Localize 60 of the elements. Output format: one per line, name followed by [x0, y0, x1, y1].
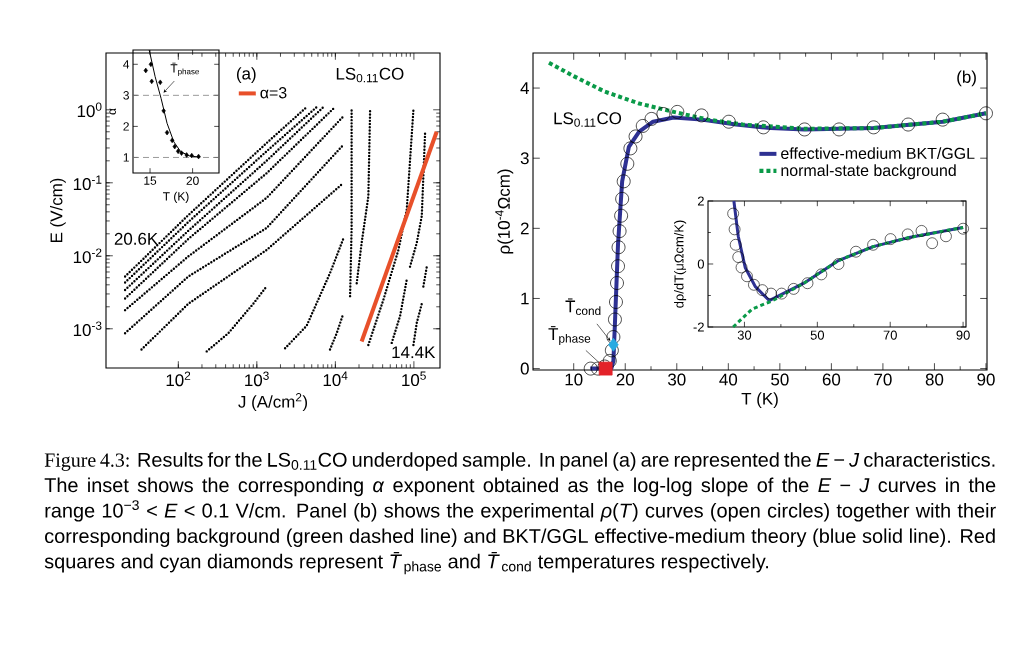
x-tick-label: 60 [822, 373, 841, 386]
y-tick-label: 0 [697, 259, 704, 269]
y-tick-label: 4 [123, 60, 130, 69]
x-tick-label: 10 [565, 373, 583, 386]
legend-label: α=3 [260, 87, 287, 99]
text: Results for the LS$_{0.11}$CO underdoped sample. In panel (a) are represented the E − J characteristics. [138, 452, 995, 471]
annotation: LS$_{0.11}$CO [554, 112, 622, 127]
annotation: T̄$_{phase}$ [170, 62, 199, 76]
x-tick-label: 50 [810, 330, 825, 340]
caption: Figure 4.3: [44, 453, 129, 471]
x-tick-label: 40 [719, 373, 738, 386]
x-tick-label: 15 [144, 176, 157, 185]
y-axis-title: α [109, 108, 116, 115]
y-tick-label: 3 [520, 152, 529, 165]
y-tick-label: 3 [123, 91, 129, 100]
y-axis-title: ρ(10$^{-4}$Ωcm) [495, 169, 514, 254]
x-tick-label: 10$^{2}$ [166, 371, 191, 387]
x-tick-label: 90 [956, 330, 970, 340]
x-tick-label: 10$^{3}$ [245, 371, 269, 387]
text: corresponding background (green dashed line) and BKT/GGL effective-medium theory (blue solid line). Red [45, 528, 995, 547]
x-tick-label: 10$^{5}$ [402, 371, 426, 387]
y-tick-label: -2 [693, 322, 704, 332]
legend-label: normal-state background [781, 164, 956, 180]
y-tick-label: 2 [697, 196, 704, 206]
y-tick-label: 2 [123, 122, 129, 131]
x-tick-label: 80 [925, 373, 944, 386]
x-tick-label: 20 [616, 373, 635, 386]
legend-label: effective-medium BKT/GGL [781, 147, 975, 160]
x-axis-title: T (K) [162, 191, 189, 203]
x-tick-label: 30 [737, 330, 752, 340]
text: The inset shows the corresponding α exponent obtained as the log-log slope of the E − J curves in the [44, 477, 996, 497]
y-tick-label: 1 [123, 153, 129, 162]
y-axis-title: dρ/dT(μΩcm/K) [674, 220, 687, 308]
text: range 10$^{−3}$ < E < 0.1 V/cm. Panel (b) shows the experimental ρ(T) curves (open circles) together with their [45, 500, 996, 522]
x-axis-title: T (K) [741, 392, 778, 409]
y-tick-label: 2 [520, 222, 529, 235]
annotation: (a) [236, 67, 256, 83]
x-axis-title: J (A/cm$^{2}$) [238, 393, 308, 412]
x-tick-label: 30 [668, 373, 686, 386]
y-axis-title: E (V/cm) [49, 178, 66, 243]
x-tick-label: 70 [883, 330, 897, 340]
annotation: LS$_{0.11}$CO [336, 67, 404, 83]
y-tick-label: 10$^{-1}$ [73, 175, 102, 191]
annotation: T̄$_{phase}$ [548, 326, 591, 346]
x-tick-label: 10$^{4}$ [323, 371, 348, 387]
x-tick-label: 70 [874, 373, 892, 386]
annotation: 20.6K [114, 232, 158, 245]
y-tick-label: 4 [520, 82, 529, 94]
annotation: (b) [957, 70, 976, 87]
y-tick-label: 1 [521, 292, 529, 305]
x-tick-label: 90 [977, 373, 995, 386]
x-tick-label: 50 [771, 373, 789, 386]
y-tick-label: 10$^{0}$ [77, 102, 102, 118]
annotation: 14.4K [392, 346, 436, 359]
y-tick-label: 10$^{-2}$ [73, 248, 102, 264]
text: squares and cyan diamonds represent T̄$_{phase}$ and T̄$_{cond}$ temperatures respectively. [44, 551, 769, 575]
y-tick-label: 0 [520, 362, 529, 375]
x-tick-label: 20 [186, 176, 199, 185]
annotation: T̄$_{cond}$ [565, 298, 601, 316]
y-tick-label: 10$^{-3}$ [73, 321, 102, 337]
